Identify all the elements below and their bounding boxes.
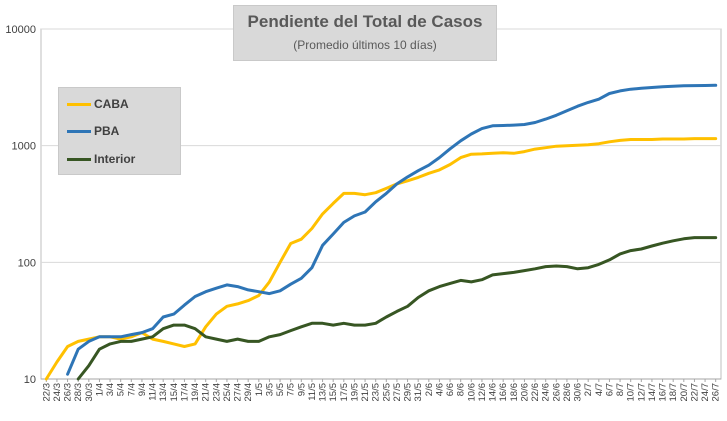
x-tick-label: 20/6 xyxy=(519,383,530,402)
legend-swatch-caba xyxy=(67,102,91,106)
legend-item-caba: CABA xyxy=(59,94,129,114)
x-tick-label: 23/4 xyxy=(211,383,222,402)
x-tick-label: 23/5 xyxy=(371,383,382,402)
legend: CABA PBA Interior xyxy=(58,87,181,175)
x-tick-label: 8/7 xyxy=(615,383,626,396)
x-tick-label: 21/4 xyxy=(201,383,212,402)
x-tick-label: 6/6 xyxy=(445,383,456,396)
x-tick-label: 12/6 xyxy=(477,383,488,402)
y-tick-label: 100 xyxy=(18,257,36,269)
x-tick-label: 5/5 xyxy=(275,383,286,396)
y-tick-label: 10000 xyxy=(5,24,36,36)
legend-item-pba: PBA xyxy=(59,121,119,141)
plot-area xyxy=(40,28,722,380)
x-tick-label: 28/3 xyxy=(73,383,84,402)
x-tick-label: 2/6 xyxy=(424,383,435,396)
x-tick-label: 11/5 xyxy=(307,383,318,401)
x-tick-label: 5/4 xyxy=(116,383,127,396)
chart-subtitle: (Promedio últimos 10 días) xyxy=(293,38,437,52)
x-tick-label: 24/3 xyxy=(52,383,63,402)
x-tick-label: 28/6 xyxy=(562,383,573,402)
x-tick-label: 3/4 xyxy=(105,383,116,396)
x-tick-label: 18/7 xyxy=(668,383,679,402)
x-tick-label: 9/4 xyxy=(137,383,148,396)
legend-swatch-pba xyxy=(67,129,91,133)
x-tick-label: 30/6 xyxy=(573,383,584,402)
x-tick-label: 22/7 xyxy=(689,383,700,402)
x-tick-label: 29/5 xyxy=(403,383,414,402)
x-tick-label: 24/6 xyxy=(541,383,552,402)
x-tick-label: 11/4 xyxy=(148,383,159,401)
x-tick-label: 24/7 xyxy=(700,383,711,402)
legend-swatch-interior xyxy=(67,157,91,161)
x-tick-label: 26/6 xyxy=(551,383,562,402)
x-tick-label: 3/5 xyxy=(264,383,275,396)
x-tick-label: 21/5 xyxy=(360,383,371,402)
x-tick-label: 6/7 xyxy=(604,383,615,396)
series-line-pba xyxy=(66,83,718,376)
x-tick-label: 14/6 xyxy=(488,383,499,402)
x-tick-label: 31/5 xyxy=(413,383,424,402)
x-tick-label: 1/5 xyxy=(254,383,265,396)
x-tick-label: 1/4 xyxy=(94,383,105,396)
x-tick-label: 13/4 xyxy=(158,383,169,402)
x-tick-label: 15/5 xyxy=(328,383,339,402)
x-tick-label: 19/5 xyxy=(349,383,360,402)
legend-label-interior: Interior xyxy=(94,152,136,166)
x-tick-label: 4/7 xyxy=(594,383,605,396)
chart-title-box: Pendiente del Total de Casos (Promedio ú… xyxy=(233,5,497,61)
x-tick-label: 26/7 xyxy=(711,383,722,402)
x-tick-label: 19/4 xyxy=(190,383,201,402)
y-tick-label: 1000 xyxy=(12,141,36,153)
series-line-caba xyxy=(44,137,718,381)
x-tick-label: 7/4 xyxy=(126,383,137,396)
x-tick-label: 27/5 xyxy=(392,383,403,402)
x-tick-label: 15/4 xyxy=(169,383,180,402)
legend-label-caba: CABA xyxy=(94,97,129,111)
x-tick-label: 30/3 xyxy=(84,383,95,402)
x-tick-label: 17/5 xyxy=(339,383,350,402)
x-tick-label: 13/5 xyxy=(318,383,329,402)
x-tick-label: 10/7 xyxy=(626,383,637,402)
legend-label-pba: PBA xyxy=(94,124,120,138)
x-tick-label: 27/4 xyxy=(233,383,244,402)
x-tick-label: 10/6 xyxy=(466,383,477,402)
x-tick-label: 17/4 xyxy=(179,383,190,402)
x-tick-label: 16/7 xyxy=(658,383,669,402)
x-tick-label: 16/6 xyxy=(498,383,509,402)
x-tick-label: 18/6 xyxy=(509,383,520,402)
x-tick-label: 8/6 xyxy=(456,383,467,396)
x-tick-label: 22/6 xyxy=(530,383,541,402)
x-tick-label: 9/5 xyxy=(296,383,307,396)
x-tick-label: 2/7 xyxy=(583,383,594,396)
x-tick-label: 14/7 xyxy=(647,383,658,402)
x-tick-label: 22/3 xyxy=(41,383,52,402)
x-tick-label: 29/4 xyxy=(243,383,254,402)
x-tick-label: 7/5 xyxy=(286,383,297,396)
x-tick-label: 26/3 xyxy=(63,383,74,402)
x-tick-label: 25/4 xyxy=(222,383,233,402)
legend-item-interior: Interior xyxy=(59,149,135,169)
chart-title: Pendiente del Total de Casos xyxy=(247,12,483,31)
x-tick-label: 20/7 xyxy=(679,383,690,402)
x-tick-label: 4/6 xyxy=(434,383,445,396)
y-tick-label: 10 xyxy=(24,374,36,386)
series-line-interior xyxy=(76,236,718,381)
x-tick-label: 12/7 xyxy=(636,383,647,402)
x-tick-label: 25/5 xyxy=(381,383,392,402)
